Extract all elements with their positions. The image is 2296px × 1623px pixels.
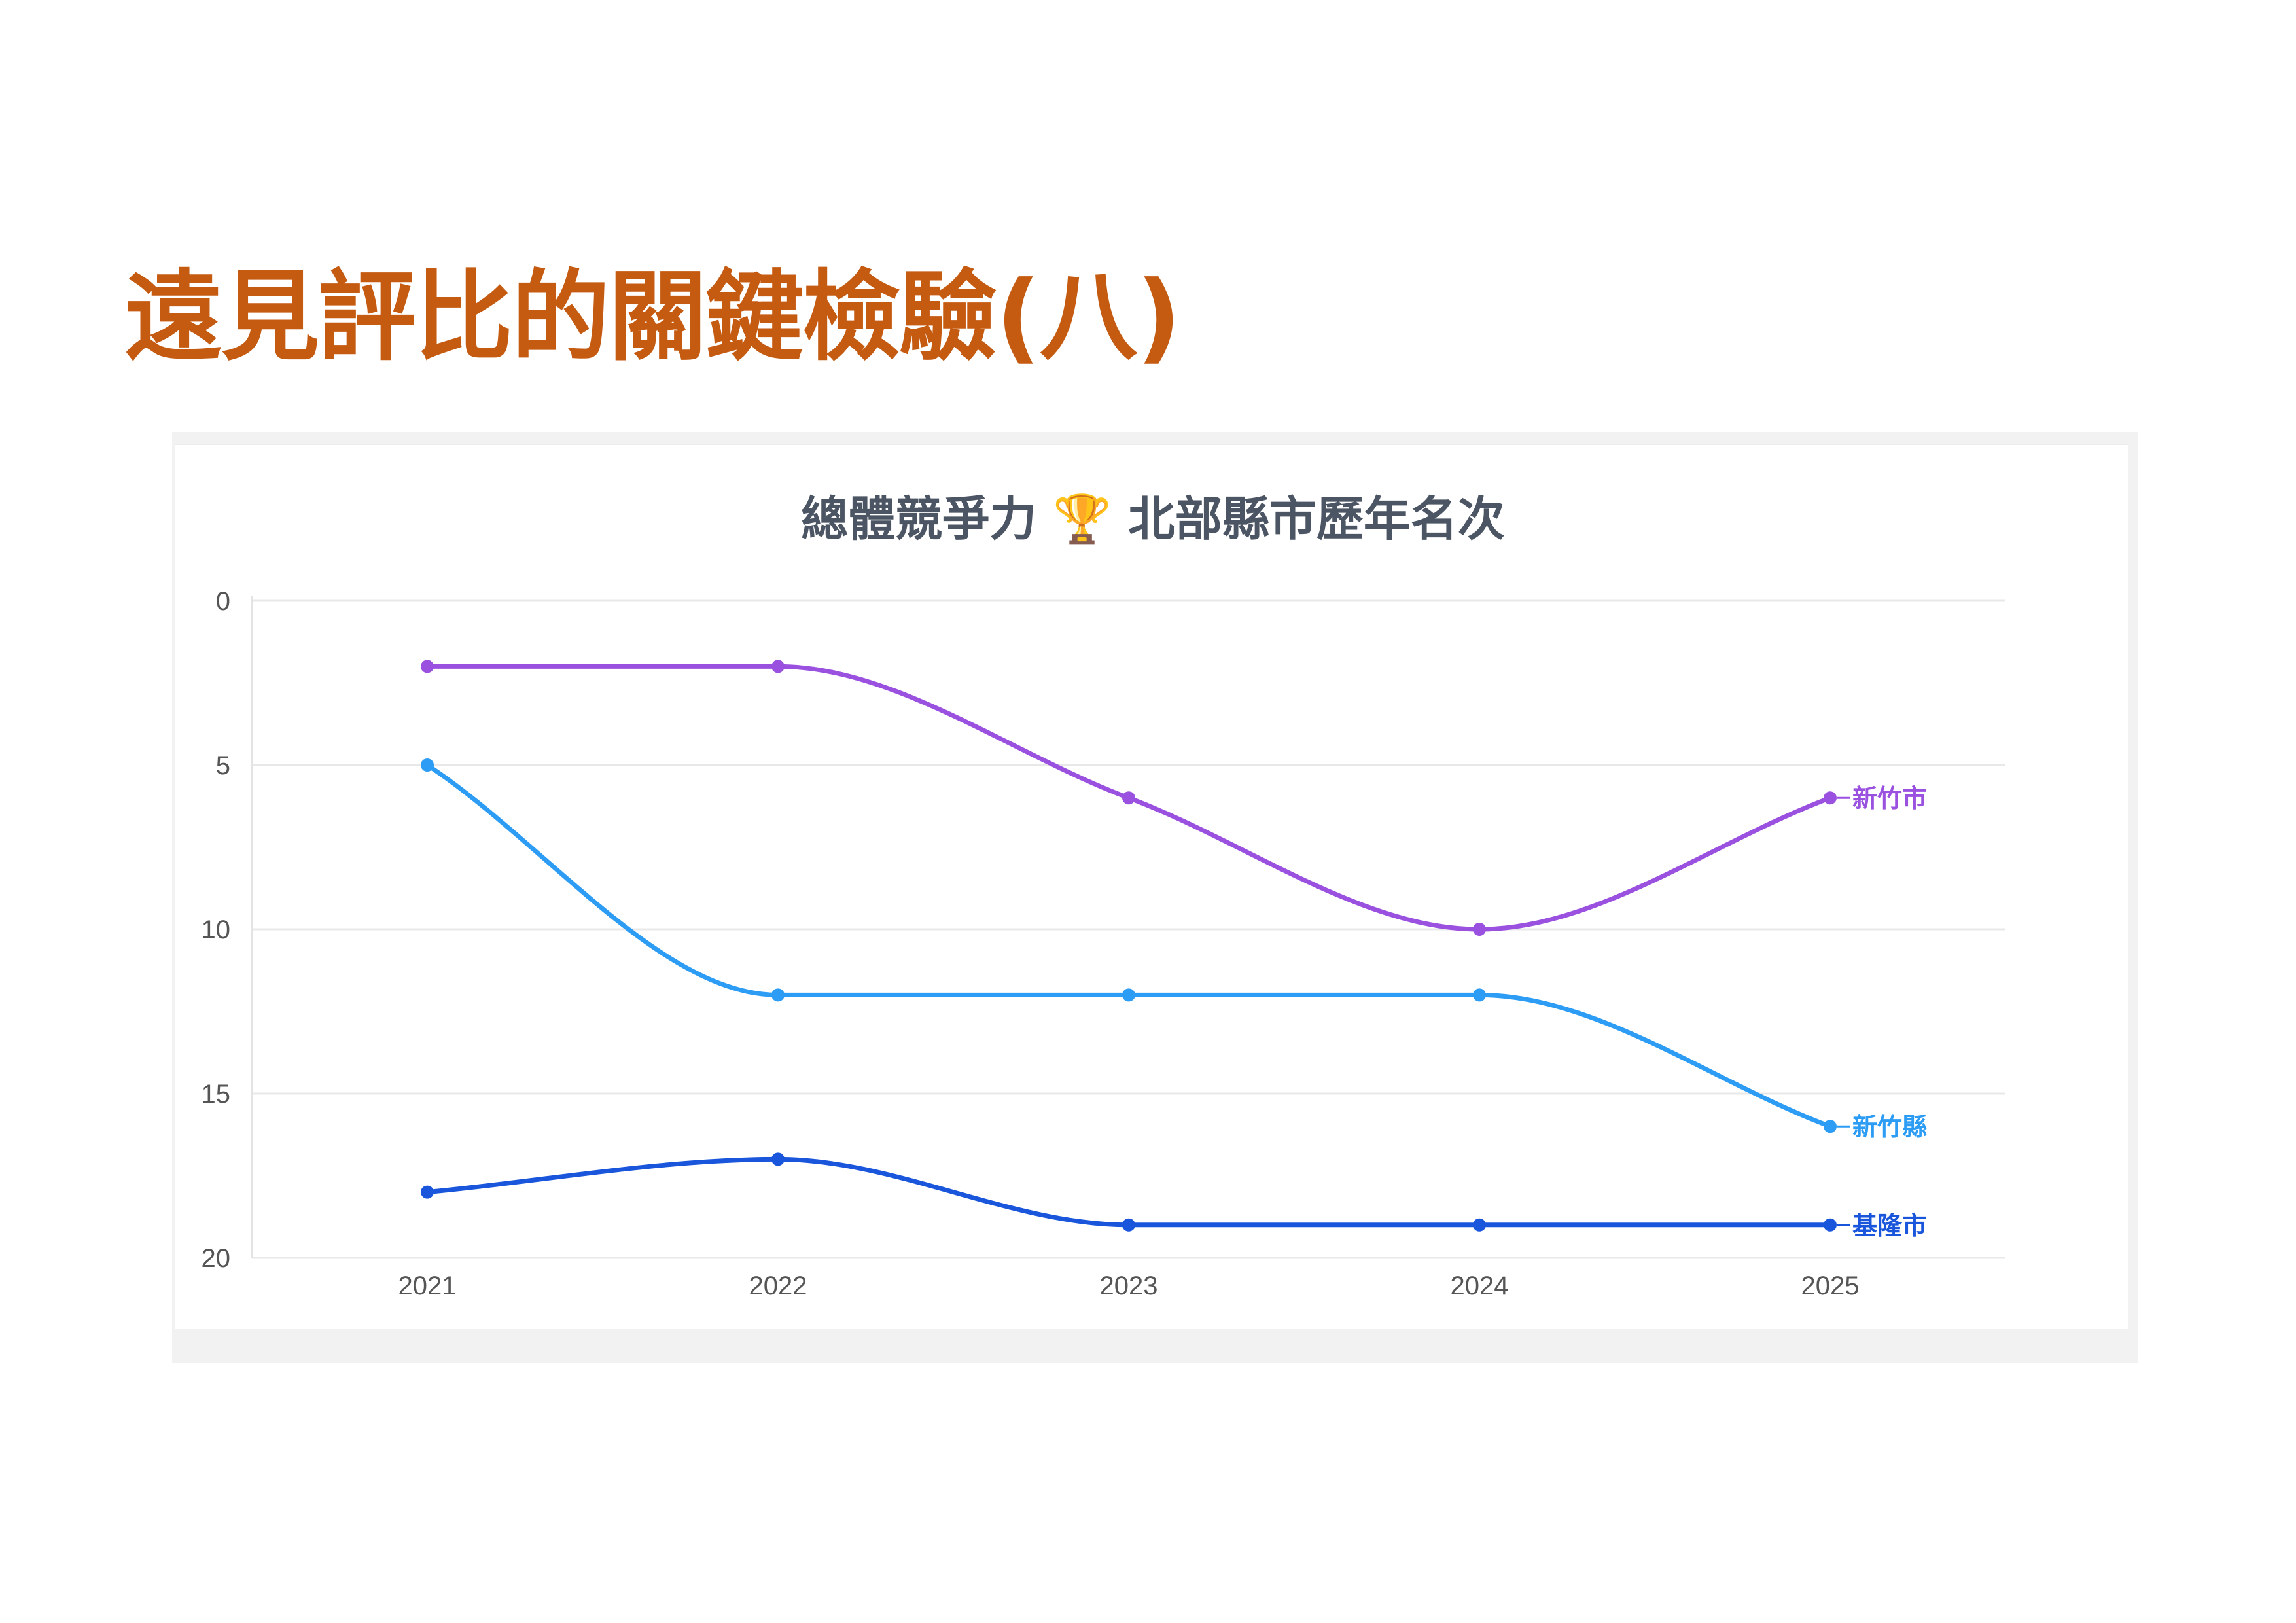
chart-title: 總體競爭力 🏆 北部縣市歷年名次	[801, 491, 1505, 546]
x-tick-label: 2021	[398, 1272, 457, 1300]
slide-title: 遠見評比的關鍵檢驗(八)	[124, 260, 1181, 374]
data-point	[1473, 923, 1486, 936]
data-point	[771, 660, 785, 673]
data-point	[1122, 988, 1135, 1002]
series-lines	[421, 660, 1837, 1232]
data-point	[421, 1185, 434, 1199]
y-tick-label: 20	[202, 1244, 231, 1273]
chart-panel	[175, 444, 2128, 1329]
y-tick-label: 10	[202, 916, 231, 944]
x-tick-label: 2023	[1100, 1272, 1158, 1300]
data-point	[1824, 1218, 1837, 1232]
x-tick-label: 2024	[1451, 1272, 1509, 1300]
x-axis: 2021 2022 2023 2024 2025	[398, 1272, 1860, 1300]
data-point	[1473, 988, 1486, 1002]
y-axis: 0 5 10 15 20	[202, 587, 253, 1273]
data-point	[421, 660, 434, 673]
data-point	[1122, 791, 1135, 805]
data-point	[1824, 1120, 1837, 1133]
data-point	[1473, 1218, 1486, 1232]
data-point	[421, 758, 434, 772]
series-end-label: 基隆市	[1852, 1211, 1927, 1240]
data-point	[1824, 791, 1837, 805]
chart-frame	[172, 432, 2138, 1363]
data-point	[1122, 1218, 1135, 1232]
series-end-label: 新竹市	[1852, 784, 1927, 813]
x-tick-label: 2022	[749, 1272, 807, 1300]
series-end-label: 新竹縣	[1852, 1113, 1927, 1141]
data-point	[771, 988, 785, 1002]
grid-lines	[252, 599, 2005, 1259]
y-tick-label: 0	[216, 587, 230, 616]
series-line	[425, 1156, 1833, 1228]
series-line	[425, 762, 1833, 1129]
y-tick-label: 5	[216, 751, 230, 780]
data-point	[771, 1152, 785, 1166]
x-tick-label: 2025	[1801, 1272, 1860, 1300]
y-tick-label: 15	[202, 1080, 231, 1109]
